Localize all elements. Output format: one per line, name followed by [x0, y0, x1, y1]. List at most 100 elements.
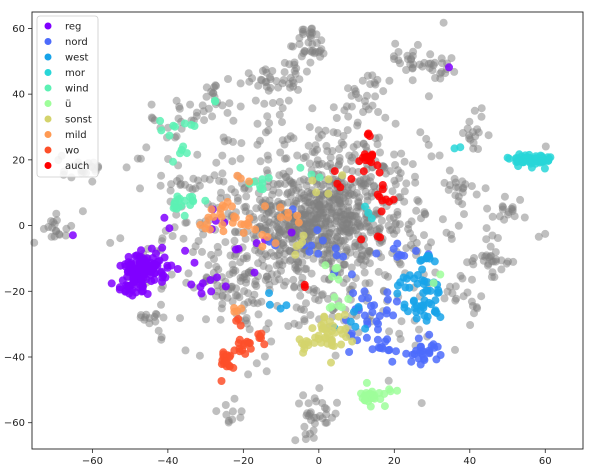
- series-reg-point: [131, 288, 140, 297]
- background-point: [260, 99, 269, 108]
- background-point: [315, 201, 324, 210]
- series-sonst-point: [308, 176, 317, 185]
- background-point: [263, 112, 272, 121]
- legend-marker-auch: [44, 162, 52, 169]
- background-point: [415, 325, 423, 334]
- series-mild-point: [207, 205, 216, 214]
- series-nord-point: [416, 342, 425, 351]
- series-west-point: [265, 289, 273, 298]
- background-point: [278, 79, 287, 88]
- background-point: [275, 257, 284, 265]
- series-west-point: [409, 296, 418, 305]
- y-tick-label: −40: [4, 353, 25, 364]
- background-point: [310, 419, 319, 428]
- background-point: [395, 329, 404, 338]
- background-point: [358, 251, 367, 260]
- background-point: [379, 87, 388, 96]
- background-point: [237, 139, 246, 148]
- background-point: [389, 213, 398, 222]
- series-mor-point: [450, 144, 459, 153]
- background-point: [289, 275, 298, 284]
- series-wind-point: [296, 163, 305, 172]
- background-point: [470, 106, 479, 115]
- series-wind-point: [210, 96, 219, 105]
- background-point: [500, 192, 509, 201]
- background-point: [454, 192, 463, 201]
- legend-marker-mor: [44, 69, 52, 76]
- background-point: [256, 157, 265, 166]
- background-point: [49, 217, 58, 226]
- series-auch-point: [373, 161, 382, 170]
- background-point: [353, 118, 362, 127]
- series-reg-point: [68, 231, 77, 240]
- series-ü-point: [334, 301, 343, 310]
- background-point: [275, 275, 284, 284]
- background-point: [281, 277, 290, 286]
- series-reg-point: [138, 256, 147, 265]
- background-point: [204, 261, 213, 270]
- background-point: [482, 235, 491, 244]
- series-reg-point: [165, 224, 174, 233]
- background-point: [422, 134, 431, 143]
- series-west-point: [416, 256, 425, 265]
- series-mild-point: [219, 227, 228, 236]
- background-point: [484, 131, 493, 140]
- background-point: [300, 422, 309, 431]
- background-point: [30, 238, 39, 247]
- series-wind-point: [169, 121, 178, 130]
- background-point: [218, 151, 227, 160]
- series-wind-point: [187, 120, 196, 129]
- background-point: [262, 166, 271, 175]
- background-point: [534, 232, 543, 241]
- series-auch-point: [378, 181, 387, 189]
- background-point: [236, 258, 245, 267]
- background-point: [482, 224, 491, 233]
- series-reg-point: [150, 260, 159, 268]
- background-point: [339, 140, 348, 149]
- background-point: [212, 158, 221, 167]
- series-reg-point: [250, 268, 259, 277]
- background-point: [327, 224, 336, 233]
- series-mor-point: [540, 164, 549, 173]
- background-point: [315, 412, 324, 420]
- background-point: [265, 119, 274, 128]
- series-wo-point: [257, 329, 266, 338]
- background-point: [262, 367, 271, 376]
- series-reg-point: [197, 289, 206, 298]
- background-point: [391, 119, 400, 128]
- background-point: [451, 296, 460, 305]
- background-point: [342, 219, 351, 228]
- series-wind-point: [258, 185, 267, 194]
- background-point: [218, 169, 227, 178]
- series-reg-point: [115, 283, 124, 292]
- background-point: [361, 279, 370, 288]
- background-point: [360, 268, 369, 277]
- background-point: [486, 252, 495, 261]
- series-west-point: [423, 252, 432, 260]
- series-nord-point: [372, 317, 381, 326]
- background-point: [315, 384, 324, 393]
- background-point: [314, 126, 323, 135]
- series-mild-point: [243, 219, 252, 228]
- background-point: [290, 60, 299, 69]
- x-tick-label: −40: [157, 456, 178, 467]
- series-west-point: [423, 278, 432, 287]
- series-nord-point: [373, 335, 382, 344]
- background-point: [264, 264, 273, 273]
- series-west-point: [350, 307, 358, 316]
- background-point: [447, 230, 455, 239]
- background-point: [157, 171, 166, 180]
- series-nord-point: [388, 357, 397, 366]
- background-point: [233, 291, 242, 300]
- background-point: [152, 310, 161, 319]
- background-point: [347, 156, 356, 165]
- series-mild-point: [293, 211, 302, 220]
- background-point: [310, 394, 319, 403]
- series-reg-point: [181, 246, 190, 255]
- series-mild-point: [209, 212, 218, 221]
- legend-box: [36, 15, 99, 178]
- series-nord-point: [407, 357, 416, 366]
- background-point: [261, 65, 270, 74]
- series-nord-point: [358, 294, 367, 303]
